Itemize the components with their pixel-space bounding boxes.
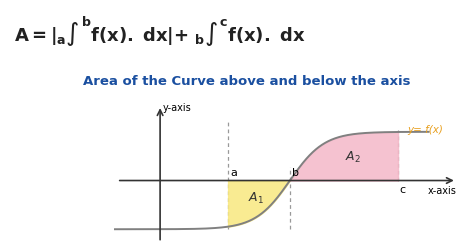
Text: Area of the Curve above and below the axis: Area of the Curve above and below the ax… (83, 75, 410, 88)
Text: $A_1$: $A_1$ (248, 191, 264, 206)
Text: b: b (292, 168, 300, 178)
Text: c: c (400, 185, 406, 195)
Text: y-axis: y-axis (163, 103, 192, 113)
Text: a: a (230, 168, 237, 178)
Text: $A_2$: $A_2$ (345, 150, 361, 165)
Text: y= f(x): y= f(x) (407, 125, 443, 135)
Text: x-axis: x-axis (428, 186, 456, 196)
Text: $\mathbf{A = |}$$\mathbf{_a}$$\mathbf{\int^b}$$\mathbf{ f(x).\ dx|}$$\mathbf{ +\: $\mathbf{A = |}$$\mathbf{_a}$$\mathbf{\i… (14, 15, 306, 49)
